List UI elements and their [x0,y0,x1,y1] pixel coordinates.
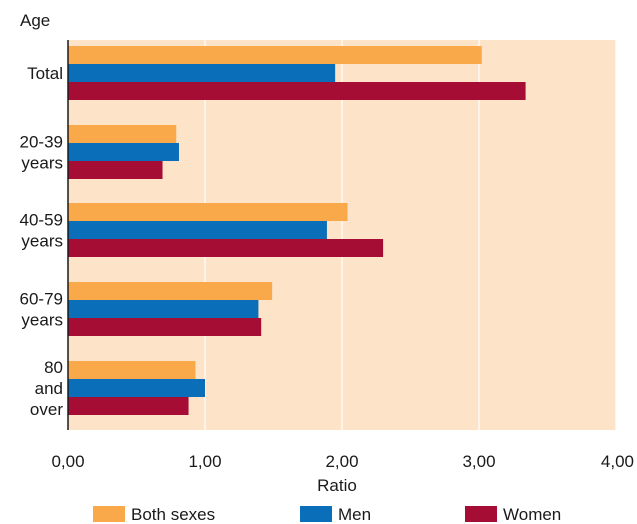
category-label: Total [27,64,63,83]
gridlines [204,40,617,430]
x-tick-labels: 0,00 1,00 2,00 3,00 4,00 [51,452,634,471]
legend-swatch [465,506,497,522]
bar [68,361,196,379]
legend-label: Both sexes [131,505,215,524]
bar [68,300,259,318]
bar [68,82,526,100]
bar [68,379,205,397]
legend-swatch [93,506,125,522]
category-labels: Total 20-39 years 40-59 years 60-79 years 80 and… [20,64,64,419]
bar [68,221,327,239]
legend-label: Men [338,505,371,524]
bar [68,397,189,415]
category-label: 60-79 years [20,290,63,330]
bar [68,203,348,221]
legend: Both sexes Men Women [93,505,561,524]
bar [68,46,482,64]
category-label: 20-39 years [20,133,63,173]
x-tick-label: 3,00 [462,452,495,471]
bar [68,161,163,179]
x-tick-label: 0,00 [51,452,84,471]
bar [68,143,179,161]
legend-label: Women [503,505,561,524]
x-tick-label: 1,00 [188,452,221,471]
legend-swatch [300,506,332,522]
bar [68,64,336,82]
bar [68,239,384,257]
category-label: 40-59 years [20,211,63,251]
bar [68,125,177,143]
x-tick-label: 4,00 [601,452,634,471]
bars [68,46,526,415]
x-axis-title: Ratio [317,476,357,495]
y-axis-title: Age [20,11,50,30]
bar [68,282,273,300]
x-tick-label: 2,00 [325,452,358,471]
category-label: 80 and over [30,358,63,419]
bar [68,318,262,336]
